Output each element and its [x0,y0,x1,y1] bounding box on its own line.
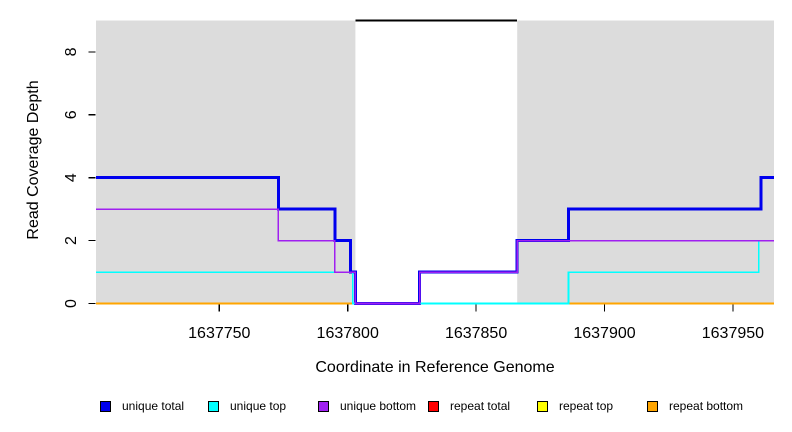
x-axis: 1637750 1637800 1637850 1637900 1637950 [188,304,764,342]
x-axis-tick-label: 1637850 [445,325,507,342]
x-axis-tick-label: 1637750 [188,325,250,342]
y-axis-tick-label: 4 [63,173,80,182]
x-axis-tick-label: 1637950 [702,325,764,342]
y-axis-tick-label: 6 [63,110,80,119]
x-axis-tick-label: 1637900 [573,325,635,342]
y-axis-tick-label: 0 [63,299,80,308]
y-axis-tick-label: 8 [63,47,80,56]
series-unique-bottom [96,208,774,305]
y-axis: 0 2 4 6 8 [63,47,96,308]
unique-region-shade [517,20,774,304]
y-axis-title: Read Coverage Depth [25,80,42,240]
x-axis-tick-label: 1637800 [317,325,379,342]
y-axis-tick-label: 2 [63,236,80,245]
series-unique-top [96,239,774,305]
unique-region-shade [96,20,356,304]
x-axis-title: Coordinate in Reference Genome [315,359,555,376]
